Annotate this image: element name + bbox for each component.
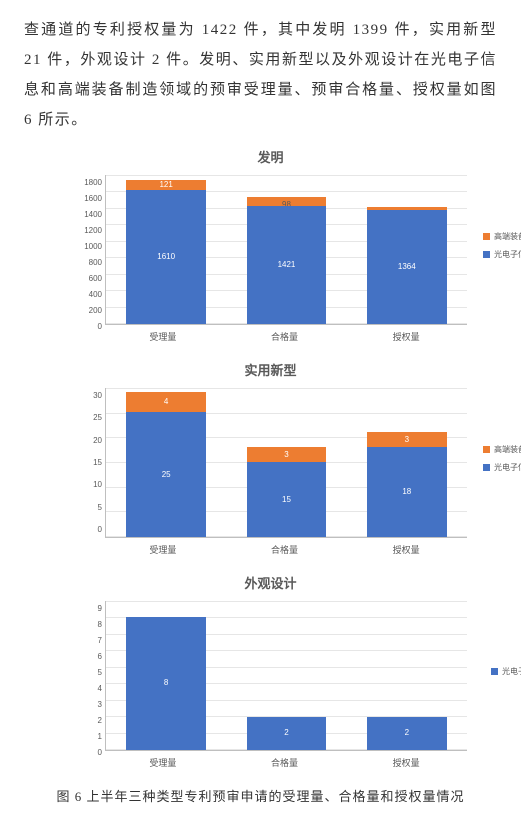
segment-blue: 15 [247, 462, 326, 537]
chart-title: 发明 [74, 145, 467, 171]
plot-area: 1610121 142198 136435 [105, 175, 467, 325]
legend-item-orange: 高端装备制造 [483, 229, 521, 245]
legend-item-orange: 高端装备制造 [483, 442, 521, 458]
bar-受理量: 8 [126, 617, 205, 750]
segment-orange: 3 [367, 432, 446, 447]
segment-blue: 18 [367, 447, 446, 537]
y-axis: 302520151050 [74, 388, 105, 538]
chart-invention: 发明18001600140012001000800600400200016101… [74, 145, 467, 346]
segment-blue: 25 [126, 412, 205, 537]
swatch-icon [483, 233, 490, 240]
chart-title: 实用新型 [74, 358, 467, 384]
legend-item-blue: 光电子信息 [491, 664, 521, 680]
plot-area: 8 2 2 [105, 601, 467, 751]
x-axis-labels: 受理量合格量授权量 [102, 328, 467, 346]
figure-caption: 图 6 上半年三种类型专利预审申请的受理量、合格量和授权量情况 [24, 784, 497, 810]
x-axis-labels: 受理量合格量授权量 [102, 541, 467, 559]
segment-blue: 2 [367, 717, 446, 750]
plot-area: 254153183 [105, 388, 467, 538]
segment-orange: 4 [126, 392, 205, 412]
legend-item-blue: 光电子信息 [483, 460, 521, 476]
x-axis-labels: 受理量合格量授权量 [102, 754, 467, 772]
chart-title: 外观设计 [74, 571, 467, 597]
intro-paragraph: 查通道的专利授权量为 1422 件，其中发明 1399 件，实用新型 21 件，… [24, 15, 497, 135]
y-axis: 180016001400120010008006004002000 [74, 175, 105, 325]
segment-blue: 1364 [367, 210, 446, 324]
legend: 光电子信息 [491, 662, 521, 682]
legend: 高端装备制造光电子信息 [483, 440, 521, 478]
bar-受理量: 1610121 [126, 180, 205, 324]
y-axis: 9876543210 [74, 601, 105, 751]
bar-合格量: 142198 [247, 197, 326, 324]
legend: 高端装备制造光电子信息 [483, 227, 521, 265]
segment-orange: 121 [126, 180, 205, 190]
swatch-icon [483, 446, 490, 453]
segment-blue: 8 [126, 617, 205, 750]
segment-blue: 1421 [247, 206, 326, 324]
bar-合格量: 2 [247, 717, 326, 750]
swatch-icon [491, 668, 498, 675]
chart-utility: 实用新型302520151050254153183受理量合格量授权量高端装备制造… [74, 358, 467, 559]
segment-orange: 3 [247, 447, 326, 462]
bar-授权量: 183 [367, 432, 446, 537]
chart-design: 外观设计9876543210822受理量合格量授权量光电子信息 [74, 571, 467, 772]
bar-授权量: 2 [367, 717, 446, 750]
swatch-icon [483, 464, 490, 471]
legend-item-blue: 光电子信息 [483, 247, 521, 263]
segment-blue: 2 [247, 717, 326, 750]
swatch-icon [483, 251, 490, 258]
bar-合格量: 153 [247, 447, 326, 537]
segment-blue: 1610 [126, 190, 205, 324]
bar-受理量: 254 [126, 392, 205, 537]
bar-授权量: 136435 [367, 207, 446, 324]
segment-orange: 98 [247, 197, 326, 205]
